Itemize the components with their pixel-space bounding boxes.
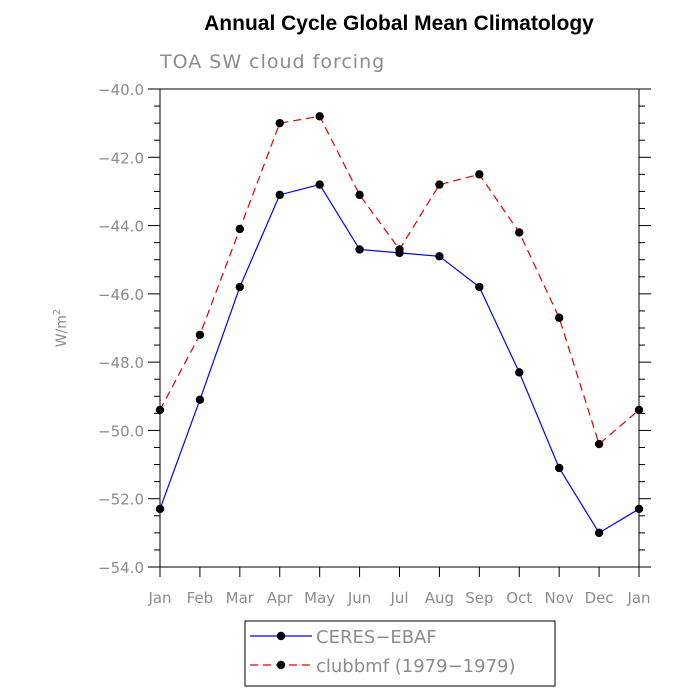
y-tick-label: −54.0 (98, 559, 144, 577)
y-tick-label: −44.0 (98, 218, 144, 236)
chart-subtitle: TOA SW cloud forcing (159, 51, 385, 73)
series-1-point (275, 118, 284, 128)
series-1-point (515, 228, 524, 237)
x-tick-label: Sep (465, 589, 493, 607)
y-tick-label: −42.0 (98, 149, 144, 167)
x-tick-label: Aug (425, 589, 454, 607)
series-1-point (475, 170, 484, 179)
chart-title: Annual Cycle Global Mean Climatology (204, 12, 594, 35)
series-1-point (195, 330, 205, 340)
series-0-point (594, 528, 604, 538)
series-1-point (634, 405, 644, 415)
series-1-point (235, 224, 245, 234)
y-tick-label: −40.0 (98, 81, 144, 99)
x-tick-label: Feb (187, 589, 214, 607)
series-0-point (634, 504, 644, 514)
x-tick-label: Dec (585, 589, 614, 607)
series-0-point (195, 395, 205, 404)
series-1-point (315, 112, 324, 121)
series-layer (155, 112, 644, 538)
x-tick-label: May (304, 589, 335, 607)
series-0-point (475, 282, 484, 292)
y-tick-labels: −54.0 −52.0 −50.0 −48.0 −46.0 −44.0 −42.0 −40.0 (98, 81, 144, 577)
series-1-point (395, 245, 404, 254)
series-1-point (554, 313, 564, 322)
x-tick-label: Jan (626, 589, 650, 607)
series-0-point (275, 190, 284, 200)
series-0-point (515, 368, 524, 377)
series-line-1 (159, 115, 640, 446)
series-1-point (435, 180, 444, 189)
y-tick-label: −46.0 (98, 286, 144, 304)
x-tick-label: Apr (267, 589, 294, 607)
series-1-point (155, 405, 165, 415)
x-tick-label: Jan (147, 589, 171, 607)
y-tick-label: −52.0 (98, 491, 144, 509)
legend-label-0: CERES−EBAF (316, 627, 437, 648)
legend-box (244, 620, 556, 687)
x-tick-label: Oct (506, 589, 532, 607)
series-1-point (355, 190, 364, 200)
series-0-point (355, 245, 364, 254)
y-tick-label: −48.0 (98, 354, 144, 372)
series-0-point (155, 504, 165, 514)
series-0-point (554, 463, 564, 473)
series-0-point (235, 282, 245, 292)
series-1-point (594, 439, 604, 449)
series-0-point (435, 252, 444, 261)
x-tick-label: Nov (545, 589, 574, 607)
x-tick-label: Jul (389, 589, 408, 607)
series-0-point (315, 180, 324, 189)
legend: CERES−EBAF clubbmf (1979−1979) (250, 627, 516, 677)
legend-marker-0 (276, 631, 286, 641)
y-axis-label-superscript: 2 (52, 309, 63, 315)
x-tick-label: Jun (347, 589, 371, 607)
legend-label-1: clubbmf (1979−1979) (316, 656, 516, 677)
y-tick-label: −50.0 (98, 422, 144, 440)
series-line-0 (159, 183, 640, 534)
y-axis-label-base: W/m (54, 315, 70, 347)
x-tick-labels: Jan Feb Mar Apr May Jun Jul Aug Sep Oct Nov Dec Jan (147, 589, 650, 607)
plot-frame (159, 88, 640, 568)
legend-marker-1 (276, 660, 286, 670)
axis-ticks (148, 88, 651, 577)
x-tick-label: Mar (226, 589, 255, 607)
y-axis-label: W/m2 (52, 309, 70, 348)
